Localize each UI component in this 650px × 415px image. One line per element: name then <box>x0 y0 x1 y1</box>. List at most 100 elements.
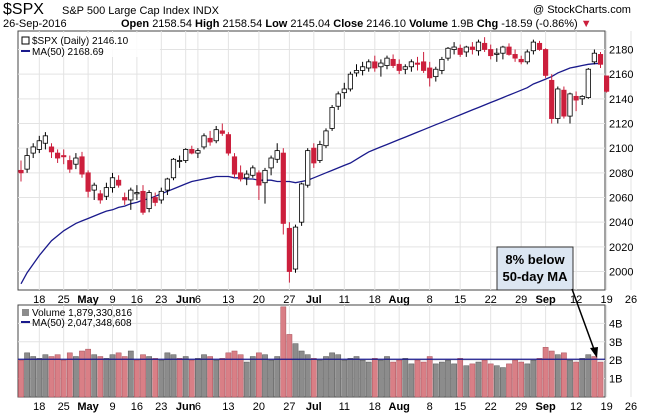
volume-legend: Volume 1,879,330,816 MA(50) 2,047,348,60… <box>21 308 133 329</box>
volume-bar <box>292 343 299 398</box>
volume-bar <box>365 361 372 398</box>
volume-bar <box>207 356 213 398</box>
volume-bar <box>384 356 390 398</box>
price-tick-label: 2040 <box>609 217 633 229</box>
candle-body <box>323 130 329 147</box>
candle-body <box>347 73 354 90</box>
low-value: 2145.04 <box>290 18 331 30</box>
volume-bar <box>414 359 421 398</box>
month-tick-label: Jul <box>306 401 322 413</box>
high-value: 2158.54 <box>222 18 263 30</box>
close-label: Close <box>333 18 364 30</box>
volume-bar <box>487 363 494 398</box>
volume-bar <box>188 359 195 398</box>
volume-bar <box>432 363 439 398</box>
candle-body <box>555 88 561 119</box>
volume-bar <box>530 359 537 398</box>
candle-body <box>164 178 170 191</box>
candle-body <box>597 54 604 65</box>
candle-body <box>384 57 390 66</box>
date-tick-label: 11 <box>339 401 350 413</box>
candle-body <box>390 58 396 66</box>
date-tick-label: 13 <box>222 294 234 306</box>
date-tick-label: 18 <box>369 294 381 306</box>
candle-body <box>140 190 146 213</box>
volume-bar <box>127 350 134 398</box>
candle-body <box>396 63 402 71</box>
month-tick-label: May <box>77 294 99 306</box>
date-tick-label: 25 <box>58 401 70 413</box>
candle-body <box>500 46 506 54</box>
candle-body <box>573 95 579 101</box>
volume-tick-label: 1B <box>609 374 622 386</box>
volume-bar <box>134 359 140 398</box>
volume-bar <box>73 356 79 398</box>
candle-body <box>585 68 591 98</box>
volume-bar <box>176 358 183 398</box>
volume-bar <box>237 354 244 398</box>
price-tick-label: 2120 <box>609 119 633 131</box>
volume-bar <box>378 359 384 398</box>
candle-body <box>414 62 421 65</box>
volume-bar <box>182 356 189 398</box>
candle-body <box>494 52 500 55</box>
volume-bar <box>256 352 262 398</box>
candle-body <box>536 42 543 50</box>
volume-label: Volume <box>409 18 449 30</box>
candle-body <box>128 189 134 201</box>
date-tick-label: 13 <box>222 401 234 413</box>
volume-bar <box>371 358 378 398</box>
candle-body <box>274 150 280 160</box>
volume-bar <box>79 350 85 398</box>
date-tick-label: 22 <box>485 294 497 306</box>
candle-body <box>256 172 262 186</box>
month-tick-label: Aug <box>389 294 410 306</box>
candle-body <box>439 58 445 71</box>
volume-legend-swatch <box>22 309 29 316</box>
volume-bar <box>158 359 165 398</box>
candle-body <box>408 61 415 68</box>
volume-bar <box>585 354 592 398</box>
volume-bar <box>18 359 24 398</box>
date-tick-label: 16 <box>131 294 143 306</box>
spx-legend-label: $SPX (Daily) 2146.10 <box>32 36 129 47</box>
price-tick-label: 2020 <box>609 242 633 254</box>
volume-bar <box>298 350 305 398</box>
volume-bar <box>579 358 586 398</box>
volume-bar <box>542 347 549 398</box>
date-tick-label: 23 <box>155 294 167 306</box>
volume-bar <box>97 356 104 398</box>
candle-body <box>183 148 189 161</box>
annotation-callout: 8% below 50-day MA <box>496 246 598 358</box>
volume-bar <box>286 334 293 398</box>
volume-bar <box>60 359 67 398</box>
candle-body <box>91 184 97 191</box>
candle-body <box>201 135 207 148</box>
date-tick-label: 26 <box>625 401 637 413</box>
candle-body <box>298 183 305 223</box>
date-tick-label: 29 <box>515 294 527 306</box>
close-value: 2146.10 <box>366 18 407 30</box>
volume-bar <box>249 356 256 398</box>
volume-bar <box>500 367 506 398</box>
candle-body <box>359 66 366 71</box>
candle-body <box>97 193 103 201</box>
candle-body <box>579 95 585 100</box>
spx-legend-swatch <box>21 36 30 45</box>
volume-bar <box>451 363 457 398</box>
date-tick-label: 18 <box>33 401 45 413</box>
volume-bar <box>42 354 49 398</box>
candle-body <box>213 129 219 142</box>
candle-body <box>420 61 427 71</box>
volume-bar <box>457 358 464 398</box>
volume-bar <box>170 354 177 398</box>
candle-body <box>463 46 469 53</box>
candle-body <box>366 61 372 69</box>
date-tick-label: 25 <box>58 294 70 306</box>
volume-bar <box>219 358 226 398</box>
date-tick-label: 23 <box>155 401 167 413</box>
candle-body <box>549 79 555 119</box>
candle-body <box>48 146 55 153</box>
volume-value: 1.9B <box>451 18 474 30</box>
